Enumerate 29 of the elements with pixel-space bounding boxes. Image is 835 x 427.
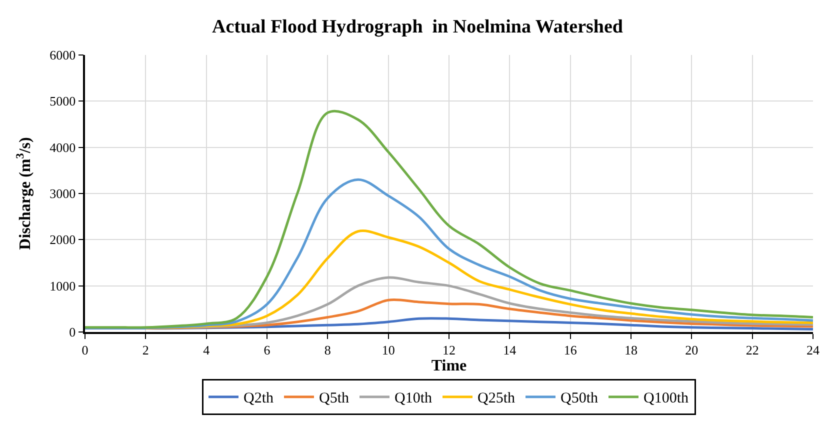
x-tick-label: 14 — [503, 342, 517, 358]
x-tick-label: 18 — [624, 342, 638, 358]
x-tick-label: 6 — [264, 342, 271, 358]
y-tick-label: 1000 — [50, 278, 76, 294]
x-tick-label: 12 — [442, 342, 456, 358]
y-tick-label: 0 — [69, 324, 76, 340]
x-tick-label: 10 — [382, 342, 395, 358]
legend-label: Q10th — [394, 390, 432, 407]
line-series — [85, 110, 813, 329]
x-tick-label: 20 — [685, 342, 698, 358]
y-tick-label: 4000 — [50, 140, 76, 155]
legend-label: Q25th — [478, 390, 516, 407]
legend-label: Q5th — [319, 390, 350, 407]
y-tick-label: 3000 — [50, 186, 76, 202]
y-tick-label: 2000 — [50, 232, 76, 248]
x-tick-label: 4 — [203, 342, 210, 358]
x-tick-label: 8 — [324, 342, 331, 358]
chart-title: Actual Flood Hydrograph in Noelmina Watershed — [212, 16, 624, 38]
legend-label: Q100th — [644, 390, 689, 407]
x-tick-label: 16 — [564, 342, 578, 358]
legend-label: Q2th — [244, 390, 274, 407]
x-tick-label: 2 — [142, 342, 149, 358]
x-axis-title: Time — [431, 357, 467, 374]
legend-label: Q50th — [560, 390, 598, 407]
y-tick-label: 6000 — [50, 48, 76, 63]
x-tick-label: 24 — [806, 342, 820, 358]
x-tick-label: 0 — [82, 342, 88, 358]
y-tick-label: 5000 — [50, 94, 76, 109]
x-tick-label: 22 — [746, 342, 759, 358]
